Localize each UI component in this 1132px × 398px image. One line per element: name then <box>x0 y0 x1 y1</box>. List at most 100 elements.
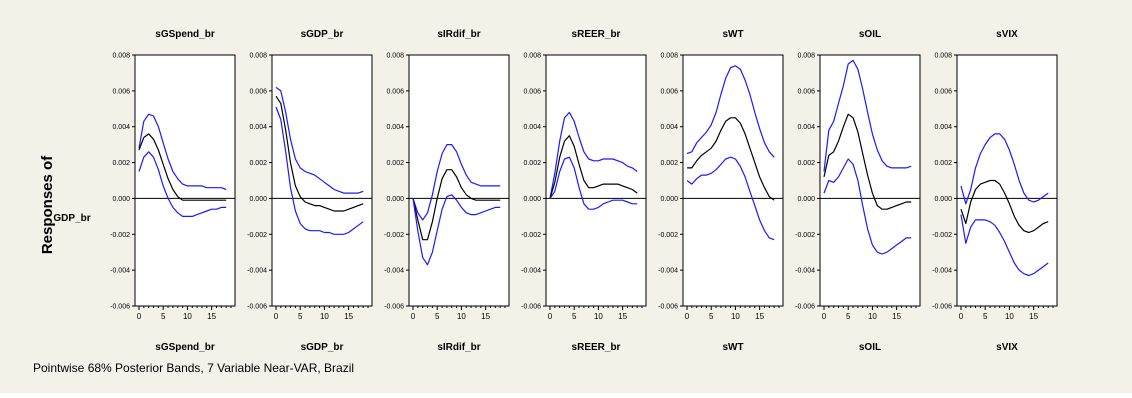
x-tick-label: 5 <box>709 312 714 321</box>
panel-frame <box>545 54 647 307</box>
panel-xlabel: sGDP_br <box>301 342 344 353</box>
panel-sOIL: sOIL 0.008 0.006 0.004 0.002 0.000 -0.002 -0.00… <box>795 29 921 353</box>
series-lower <box>549 156 638 210</box>
x-tick-label: 5 <box>846 312 851 321</box>
panel-xlabel: sREER_br <box>572 342 621 353</box>
panel-title: sIRdif_br <box>437 29 480 40</box>
y-tick-label: 0.006 <box>523 88 541 95</box>
y-tick-label: -0.002 <box>658 232 678 239</box>
y-tick-label: 0.002 <box>660 160 678 167</box>
x-tick-label: 15 <box>892 312 901 321</box>
y-tick-label: 0.006 <box>112 88 130 95</box>
series-upper <box>412 144 501 221</box>
series-upper <box>960 133 1049 205</box>
x-tick-label: 10 <box>320 312 329 321</box>
series-median <box>687 117 775 201</box>
series-median <box>275 95 364 212</box>
panel-sGDP_br: sGDP_br 0.008 0.006 0.004 0.002 0.000 -0.002 -0… <box>247 29 373 353</box>
row-label: Responses of <box>39 155 56 254</box>
panel-xlabel: sWT <box>722 342 743 353</box>
panel-xlabel: sOIL <box>859 342 881 353</box>
x-tick-label: 10 <box>1005 312 1014 321</box>
panel-xlabel: sGSpend_br <box>155 342 215 353</box>
y-tick-label: -0.002 <box>932 232 952 239</box>
y-tick-label: 0.004 <box>112 124 130 131</box>
y-tick-label: -0.004 <box>795 268 815 275</box>
y-tick-label: -0.004 <box>932 268 952 275</box>
panel-frame <box>134 54 236 307</box>
y-tick-label: -0.006 <box>658 304 678 311</box>
y-tick-label: 0.004 <box>523 124 541 131</box>
x-tick-label: 15 <box>481 312 490 321</box>
series-upper <box>686 65 775 158</box>
y-tick-label: 0.000 <box>249 196 267 203</box>
x-tick-label: 5 <box>983 312 988 321</box>
series-lower <box>412 194 501 266</box>
y-tick-label: 0.000 <box>797 196 815 203</box>
series-lower <box>686 156 775 241</box>
y-tick-label: -0.002 <box>110 232 130 239</box>
y-tick-label: 0.008 <box>660 53 678 60</box>
series-lower <box>275 106 364 235</box>
panel-frame <box>819 54 921 307</box>
series-upper <box>138 113 227 191</box>
y-tick-label: 0.006 <box>249 88 267 95</box>
panel-xlabel: sVIX <box>996 342 1018 353</box>
x-tick-label: 15 <box>1029 312 1038 321</box>
series-upper <box>823 59 912 172</box>
y-tick-label: 0.002 <box>249 160 267 167</box>
y-tick-label: 0.002 <box>523 160 541 167</box>
y-tick-label: -0.006 <box>795 304 815 311</box>
x-tick-label: 15 <box>755 312 764 321</box>
panel-title: sWT <box>722 29 743 40</box>
y-tick-label: 0.008 <box>934 53 952 60</box>
x-tick-label: 5 <box>572 312 577 321</box>
y-tick-label: -0.002 <box>795 232 815 239</box>
panel-frame <box>408 54 510 307</box>
x-tick-label: 15 <box>344 312 353 321</box>
y-tick-label: 0.002 <box>934 160 952 167</box>
y-tick-label: -0.002 <box>247 232 267 239</box>
y-tick-label: -0.002 <box>521 232 541 239</box>
y-tick-label: -0.004 <box>521 268 541 275</box>
series-median <box>138 133 227 201</box>
panel-title: sVIX <box>996 29 1018 40</box>
x-tick-label: 10 <box>183 312 192 321</box>
y-tick-label: 0.006 <box>386 88 404 95</box>
y-tick-label: 0.000 <box>386 196 404 203</box>
y-tick-label: -0.006 <box>384 304 404 311</box>
y-tick-label: -0.006 <box>247 304 267 311</box>
y-tick-label: 0.000 <box>660 196 678 203</box>
series-upper <box>549 111 638 199</box>
y-tick-label: 0.008 <box>386 53 404 60</box>
x-tick-label: 5 <box>298 312 303 321</box>
series-median <box>549 135 638 199</box>
series-lower <box>138 151 227 217</box>
x-tick-label: 0 <box>548 312 553 321</box>
x-tick-label: 5 <box>161 312 166 321</box>
y-tick-label: 0.004 <box>797 124 815 131</box>
y-tick-label: 0.004 <box>934 124 952 131</box>
y-tick-label: -0.004 <box>110 268 130 275</box>
y-tick-label: 0.004 <box>249 124 267 131</box>
x-tick-label: 0 <box>137 312 142 321</box>
response-variable-label: GDP_br <box>53 213 90 224</box>
panel-sWT: sWT 0.008 0.006 0.004 0.002 0.000 -0.002 -0.004… <box>658 29 784 353</box>
panel-title: sGDP_br <box>301 29 344 40</box>
y-tick-label: 0.002 <box>797 160 815 167</box>
y-tick-label: 0.002 <box>112 160 130 167</box>
y-tick-label: 0.004 <box>660 124 678 131</box>
series-lower <box>823 158 912 255</box>
x-tick-label: 0 <box>685 312 690 321</box>
y-tick-label: 0.000 <box>934 196 952 203</box>
x-tick-label: 5 <box>435 312 440 321</box>
x-tick-label: 10 <box>868 312 877 321</box>
x-tick-label: 15 <box>207 312 216 321</box>
y-tick-label: -0.002 <box>384 232 404 239</box>
x-tick-label: 10 <box>594 312 603 321</box>
y-tick-label: 0.008 <box>797 53 815 60</box>
y-tick-label: -0.004 <box>384 268 404 275</box>
y-tick-label: -0.006 <box>110 304 130 311</box>
